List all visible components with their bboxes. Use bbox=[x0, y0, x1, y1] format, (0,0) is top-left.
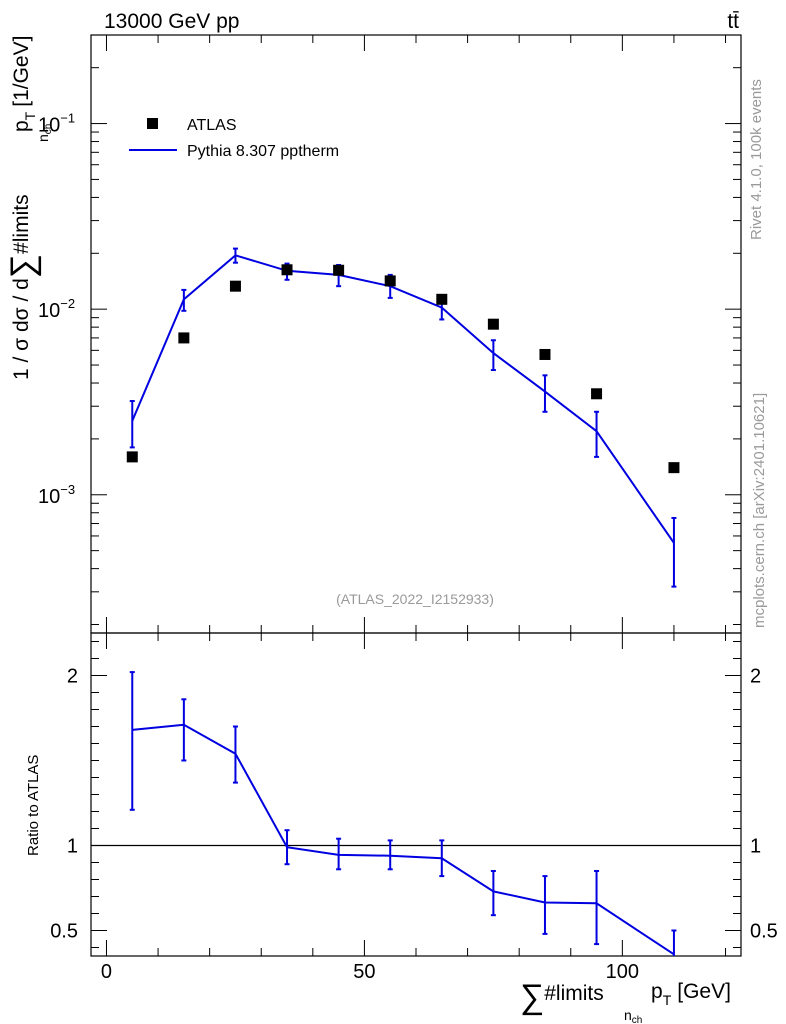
legend-atlas-marker bbox=[147, 118, 158, 129]
atlas-data-point bbox=[539, 348, 551, 360]
main-ylabel-sum: ∑ bbox=[4, 254, 42, 278]
svg-text:1 / σ dσ / d∑#limits: 1 / σ dσ / d∑#limits bbox=[4, 194, 42, 380]
svg-text:nch: nch bbox=[624, 1007, 642, 1024]
ratio-mc-series bbox=[129, 671, 677, 956]
xtick-label: 100 bbox=[606, 961, 639, 983]
svg-text:pT[GeV]: pT [GeV] bbox=[651, 980, 731, 1008]
svg-text:pT[1/GeV]: pT [1/GeV] bbox=[10, 36, 38, 132]
ratio-ytick-label-left: 1 bbox=[67, 836, 78, 858]
rivet-version-label: Rivet 4.1.0, 100k events bbox=[748, 79, 765, 240]
ratio-ytick-label-left: 0.5 bbox=[50, 921, 78, 943]
atlas-data-point bbox=[487, 318, 499, 330]
ratio-ytick-label-right: 0.5 bbox=[750, 921, 778, 943]
xlabel-limits: #limits bbox=[544, 982, 604, 1005]
atlas-data-point bbox=[229, 280, 241, 292]
ratio-panel-ticks bbox=[91, 633, 741, 956]
xtick-label: 50 bbox=[353, 961, 375, 983]
xlabel-sub-ch: ch bbox=[632, 1015, 643, 1024]
ratio-ytick-label-right: 2 bbox=[750, 666, 761, 688]
main-ylabel-sub-ch: ch bbox=[43, 124, 54, 135]
main-ytick-label: 10−1 bbox=[38, 111, 75, 137]
header-process-label: tt̄ bbox=[727, 10, 739, 33]
main-ylabel-limits: #limits bbox=[10, 194, 33, 254]
ratio-ytick-labels: 0.5 0.5 1 1 2 2 bbox=[50, 666, 778, 943]
legend-pythia-label: Pythia 8.307 pptherm bbox=[187, 143, 339, 160]
atlas-data-point bbox=[126, 451, 138, 463]
ratio-ylabel: Ratio to ATLAS bbox=[25, 755, 42, 856]
ratio-mc-line bbox=[132, 723, 675, 956]
xlabel-sum: ∑ bbox=[520, 978, 544, 1016]
ratio-ytick-label-right: 1 bbox=[750, 836, 761, 858]
ratio-xtick-labels: 0 50 100 bbox=[101, 961, 639, 983]
ratio-ytick-label-left: 2 bbox=[67, 666, 78, 688]
atlas-data-point bbox=[333, 264, 345, 276]
xlabel-T: T bbox=[663, 992, 672, 1008]
xlabel: ∑#limits nch pT [GeV] bbox=[520, 978, 731, 1024]
mcplots-label: mcplots.cern.ch [arXiv:2401.10621] bbox=[751, 393, 768, 628]
atlas-data-point bbox=[591, 388, 603, 400]
main-ylabel-sub-n: n bbox=[35, 134, 51, 142]
xtick-label: 0 bbox=[101, 961, 112, 983]
main-panel-ticks bbox=[91, 35, 741, 633]
svg-text:∑#limits: ∑#limits bbox=[520, 978, 604, 1016]
ratio-panel-frame bbox=[90, 632, 742, 957]
svg-text:nch: nch bbox=[35, 124, 54, 142]
main-mc-series bbox=[129, 247, 677, 588]
main-ylabel-p: p bbox=[10, 120, 33, 132]
main-atlas-series bbox=[126, 264, 680, 474]
analysis-id-label: (ATLAS_2022_I2152933) bbox=[336, 591, 494, 607]
main-ytick-label: 10−3 bbox=[38, 482, 75, 508]
atlas-data-point bbox=[668, 462, 680, 474]
atlas-data-point bbox=[384, 275, 396, 287]
legend-atlas-label: ATLAS bbox=[187, 117, 237, 134]
main-ytick-label: 10−2 bbox=[38, 296, 75, 322]
xlabel-p: p bbox=[651, 980, 663, 1003]
main-ytick-labels: 10−3 10−2 10−1 bbox=[38, 111, 75, 508]
header-energy-label: 13000 GeV pp bbox=[104, 10, 239, 33]
atlas-data-point bbox=[178, 332, 190, 344]
xlabel-sub-n: n bbox=[624, 1007, 632, 1023]
xlabel-unit: [GeV] bbox=[677, 980, 731, 1003]
main-ylabel-T: T bbox=[22, 111, 38, 120]
atlas-data-point bbox=[281, 264, 293, 276]
atlas-data-point bbox=[436, 293, 448, 305]
main-ylabel-text: 1 / σ dσ / d bbox=[10, 278, 33, 380]
main-ylabel-unit: [1/GeV] bbox=[10, 36, 33, 107]
main-ylabel: 1 / σ dσ / d∑#limits nch pT [1/GeV] bbox=[4, 36, 54, 380]
